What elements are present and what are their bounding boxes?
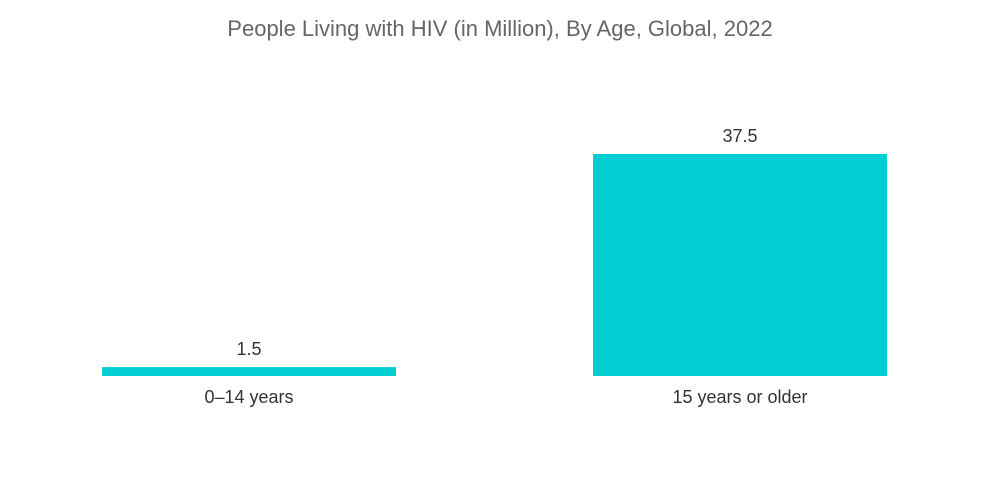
labels-layer: 1.5 0–14 years 37.5 15 years or older bbox=[204, 126, 807, 407]
x-tick-label-1: 0–14 years bbox=[204, 387, 293, 407]
chart-title: People Living with HIV (in Million), By … bbox=[227, 16, 773, 41]
bar-2 bbox=[593, 154, 887, 376]
bars-layer bbox=[102, 154, 887, 376]
bar-1 bbox=[102, 367, 396, 376]
data-label-1: 1.5 bbox=[236, 339, 261, 359]
data-label-2: 37.5 bbox=[722, 126, 757, 146]
x-tick-label-2: 15 years or older bbox=[672, 387, 807, 407]
